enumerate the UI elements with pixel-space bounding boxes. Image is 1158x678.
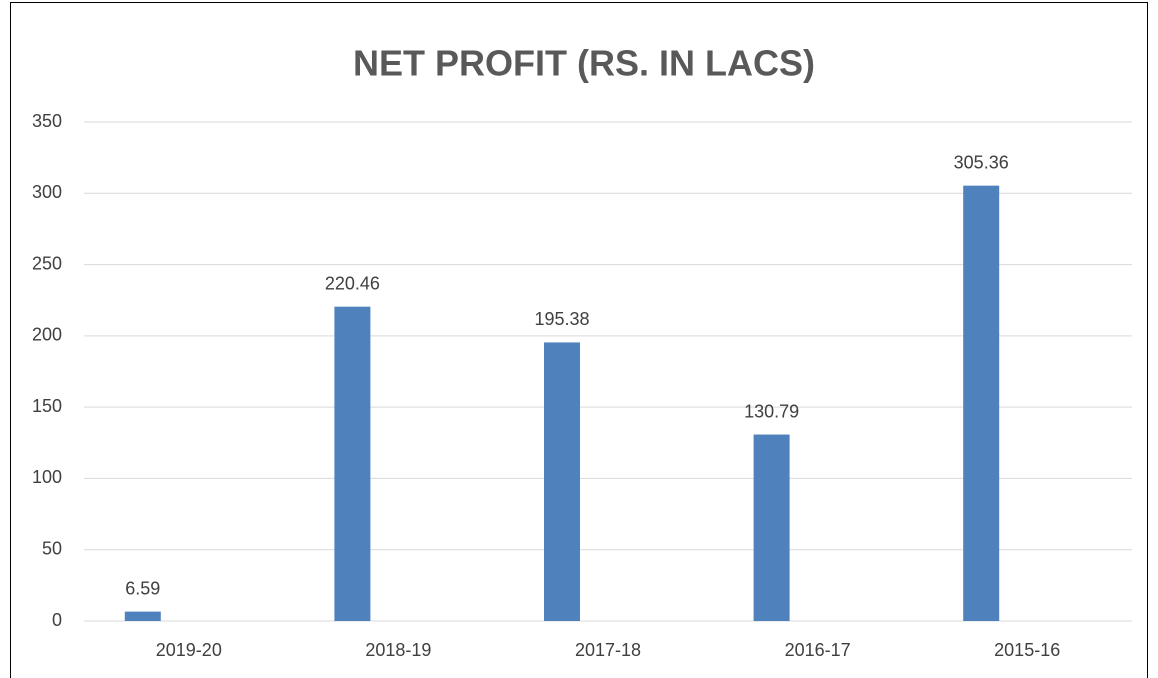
x-tick-label: 2018-19 (365, 640, 431, 660)
data-label: 130.79 (744, 401, 799, 421)
y-tick-label: 250 (32, 253, 62, 273)
y-tick-label: 100 (32, 467, 62, 487)
bar (544, 342, 580, 621)
data-label: 195.38 (534, 309, 589, 329)
data-label: 6.59 (125, 578, 160, 598)
y-tick-label: 0 (52, 610, 62, 630)
y-tick-label: 300 (32, 182, 62, 202)
data-label: 220.46 (325, 273, 380, 293)
bar (124, 611, 161, 621)
y-tick-label: 50 (42, 538, 62, 558)
x-tick-label: 2015-16 (994, 640, 1060, 660)
bar (963, 185, 1000, 621)
chart-title: NET PROFIT (RS. IN LACS) (353, 43, 815, 84)
y-tick-label: 350 (32, 111, 62, 131)
bar (334, 306, 371, 621)
y-tick-label: 150 (32, 396, 62, 416)
bar (753, 434, 790, 621)
data-label: 305.36 (954, 152, 1009, 172)
x-tick-label: 2019-20 (156, 640, 222, 660)
x-tick-label: 2016-17 (785, 640, 851, 660)
x-tick-label: 2017-18 (575, 640, 641, 660)
y-tick-label: 200 (32, 325, 62, 345)
